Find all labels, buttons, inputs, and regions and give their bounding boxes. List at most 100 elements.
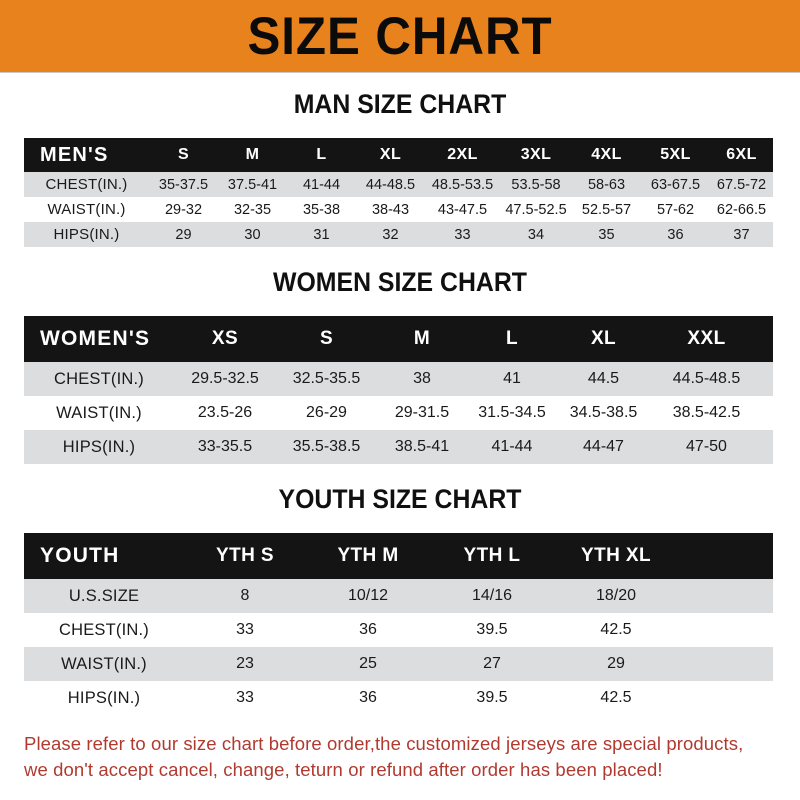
men-cell: 67.5-72	[716, 176, 767, 193]
men-cell: 48.5-53.5	[431, 176, 494, 193]
women-row-label: HIPS(IN.)	[62, 437, 136, 456]
men-cell: 41-44	[302, 176, 341, 193]
youth-cell: 33	[236, 621, 254, 638]
table-row: WAIST(IN.) 23 25 27 29	[24, 647, 773, 681]
men-cell: 58-63	[587, 176, 626, 193]
youth-cell: 39.5	[476, 689, 508, 706]
women-column-header-empty	[763, 316, 773, 362]
men-cell: 30	[244, 226, 261, 243]
man-size-chart-table: MEN'S S M L XL 2XL 3XL 4XL 5XL 6XL CHEST…	[24, 138, 773, 247]
table-row: HIPS(IN.) 29 30 31 32 33 34 35 36 37	[24, 222, 773, 247]
women-cell: 47-50	[686, 438, 727, 455]
men-column-header: 2XL	[447, 146, 478, 163]
men-cell: 57-62	[656, 201, 695, 218]
youth-cell-empty	[678, 681, 773, 715]
youth-cell-empty	[678, 579, 773, 613]
youth-cell: 23	[236, 655, 254, 672]
youth-cell: 33	[236, 689, 254, 706]
men-cell: 43-47.5	[437, 201, 488, 218]
women-size-chart-wrapper: WOMEN'S XS S M L XL XXL CHEST(IN.) 29.5-…	[0, 316, 800, 464]
youth-cell: 29	[607, 655, 625, 672]
men-cell: 52.5-57	[581, 201, 632, 218]
youth-header-row: YOUTH YTH S YTH M YTH L YTH XL	[24, 533, 773, 579]
men-column-header: 6XL	[726, 146, 757, 163]
men-row-label: CHEST(IN.)	[45, 176, 128, 193]
women-cell: 38.5-42.5	[672, 404, 741, 421]
women-cell: 38.5-41	[394, 438, 450, 455]
youth-size-chart-wrapper: YOUTH YTH S YTH M YTH L YTH XL U.S.SIZE …	[0, 533, 800, 715]
table-row: WAIST(IN.) 29-32 32-35 35-38 38-43 43-47…	[24, 197, 773, 222]
women-cell: 34.5-38.5	[569, 404, 638, 421]
women-cell: 35.5-38.5	[292, 438, 361, 455]
youth-cell: 39.5	[476, 621, 508, 638]
youth-cell: 42.5	[600, 621, 632, 638]
women-cell: 33-35.5	[197, 438, 253, 455]
table-row: CHEST(IN.) 35-37.5 37.5-41 41-44 44-48.5…	[24, 172, 773, 197]
youth-column-header: YTH L	[463, 545, 521, 566]
youth-cell: 27	[483, 655, 501, 672]
women-column-header: XXL	[687, 328, 726, 349]
women-column-header: XS	[211, 328, 239, 349]
youth-cell: 14/16	[471, 587, 513, 604]
men-cell: 36	[667, 226, 684, 243]
youth-row-label: U.S.SIZE	[68, 586, 140, 605]
men-column-header: 5XL	[660, 146, 691, 163]
men-cell: 34	[527, 226, 545, 243]
men-column-header: M	[245, 146, 260, 163]
men-cell: 29-32	[164, 201, 203, 218]
men-cell: 31	[313, 226, 330, 243]
women-cell: 29-31.5	[394, 404, 450, 421]
youth-cell: 36	[359, 621, 377, 638]
women-cell: 26-29	[306, 404, 347, 421]
youth-cell: 36	[359, 689, 377, 706]
women-header-row: WOMEN'S XS S M L XL XXL	[24, 316, 773, 362]
table-row: U.S.SIZE 8 10/12 14/16 18/20	[24, 579, 773, 613]
youth-cell: 10/12	[347, 587, 389, 604]
women-row-label: CHEST(IN.)	[54, 369, 144, 388]
return-policy-line-1: Please refer to our size chart before or…	[24, 733, 744, 754]
men-column-header: XL	[379, 146, 402, 163]
men-row-label: WAIST(IN.)	[47, 201, 126, 218]
youth-cell-empty	[678, 647, 773, 681]
women-size-chart-title: WOMEN SIZE CHART	[273, 267, 527, 297]
youth-column-header: YTH M	[337, 545, 399, 566]
men-cell: 47.5-52.5	[505, 201, 567, 218]
women-column-header: XL	[590, 328, 617, 349]
women-column-header: S	[319, 328, 334, 349]
table-row: WAIST(IN.) 23.5-26 26-29 29-31.5 31.5-34…	[24, 396, 773, 430]
women-size-chart-table: WOMEN'S XS S M L XL XXL CHEST(IN.) 29.5-…	[24, 316, 773, 464]
return-policy-line-2: we don't accept cancel, change, teturn o…	[24, 759, 663, 780]
youth-column-header: YTH S	[216, 545, 274, 566]
youth-column-header: YTH XL	[581, 545, 651, 566]
men-corner-label: MEN'S	[40, 143, 109, 166]
youth-row-label: WAIST(IN.)	[61, 654, 147, 673]
women-cell: 38	[413, 370, 431, 387]
women-column-header: M	[413, 328, 431, 349]
return-policy-note: Please refer to our size chart before or…	[0, 731, 800, 783]
women-corner-label: WOMEN'S	[40, 327, 151, 350]
men-cell: 37.5-41	[227, 176, 278, 193]
men-cell: 29	[175, 226, 192, 243]
youth-cell: 8	[240, 587, 250, 604]
table-row: HIPS(IN.) 33 36 39.5 42.5	[24, 681, 773, 715]
women-cell: 44.5-48.5	[672, 370, 741, 387]
men-cell: 35	[598, 226, 615, 243]
table-row: HIPS(IN.) 33-35.5 35.5-38.5 38.5-41 41-4…	[24, 430, 773, 464]
man-size-chart-wrapper: MEN'S S M L XL 2XL 3XL 4XL 5XL 6XL CHEST…	[0, 138, 800, 247]
men-cell: 37	[733, 226, 750, 243]
women-cell: 44-47	[583, 438, 624, 455]
men-header-row: MEN'S S M L XL 2XL 3XL 4XL 5XL 6XL	[24, 138, 773, 172]
men-cell: 33	[454, 226, 471, 243]
women-cell: 41	[503, 370, 521, 387]
women-cell: 23.5-26	[197, 404, 253, 421]
youth-size-chart-table: YOUTH YTH S YTH M YTH L YTH XL U.S.SIZE …	[24, 533, 773, 715]
men-cell: 38-43	[371, 201, 410, 218]
men-cell: 32	[382, 226, 399, 243]
youth-corner-label: YOUTH	[40, 544, 120, 567]
men-row-label: HIPS(IN.)	[53, 226, 120, 243]
men-cell: 53.5-58	[511, 176, 561, 193]
man-size-chart-title: MAN SIZE CHART	[293, 89, 507, 119]
men-column-header: L	[316, 146, 327, 163]
table-row: CHEST(IN.) 33 36 39.5 42.5	[24, 613, 773, 647]
men-cell: 32-35	[233, 201, 272, 218]
